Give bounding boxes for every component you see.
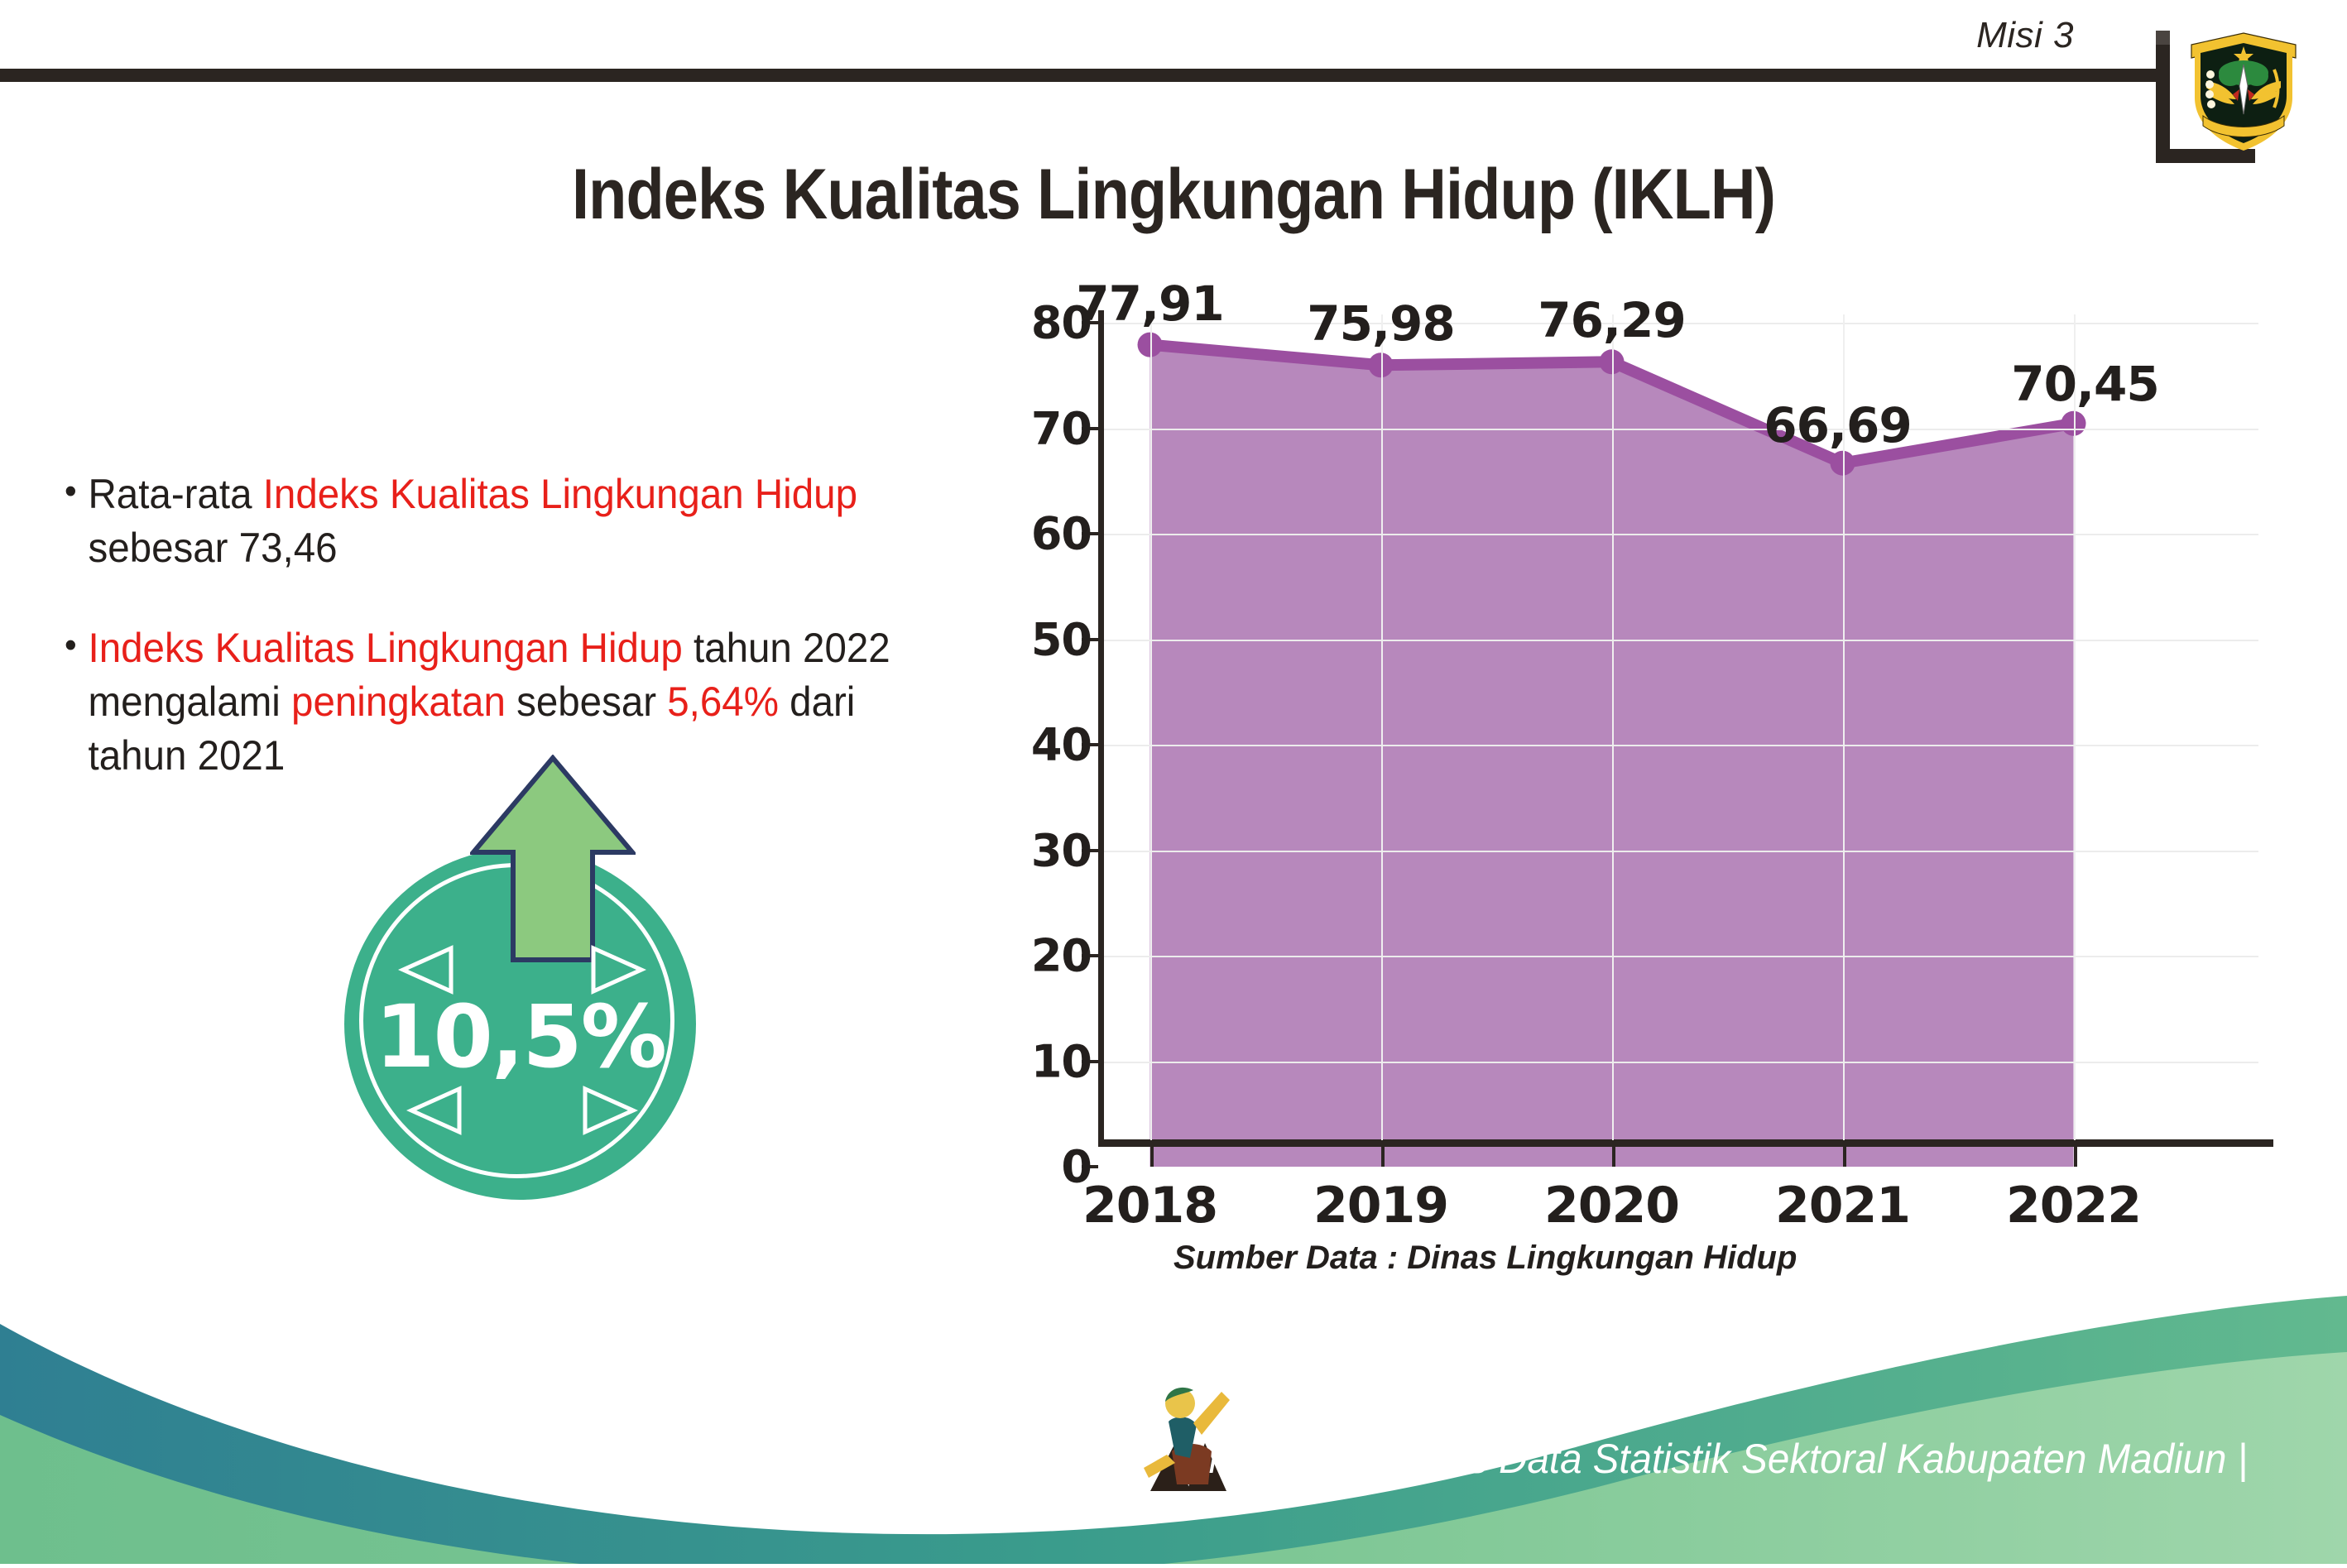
y-axis-tick-label: 60 — [1030, 507, 1092, 560]
y-tick-mark — [1082, 743, 1098, 746]
x-tick-mark — [1150, 1147, 1154, 1167]
y-axis-tick-label: 10 — [1030, 1035, 1092, 1087]
y-tick-mark — [1082, 1165, 1098, 1168]
gridline-horizontal — [1104, 428, 2258, 430]
x-tick-mark — [1611, 1147, 1615, 1167]
footer: Media Infografis Data Statistik Sektoral… — [0, 1291, 2347, 1568]
y-axis-tick-label: 30 — [1030, 824, 1092, 876]
x-axis-tick-label: 2021 — [1775, 1177, 1911, 1235]
x-tick-mark — [1380, 1147, 1385, 1167]
x-axis-tick-label: 2020 — [1544, 1177, 1680, 1235]
bullet-0-segment-1: Indeks Kualitas Lingkungan Hidup — [262, 471, 858, 517]
header-frame-notch — [2156, 31, 2170, 45]
y-axis-tick-label: 40 — [1030, 718, 1092, 771]
insight-bullet-list: Rata-rata Indeks Kualitas Lingkungan Hid… — [65, 468, 991, 829]
gridline-vertical — [1380, 314, 1383, 1140]
bullet-1-segment-0: Indeks Kualitas Lingkungan Hidup — [88, 625, 683, 671]
bullet-0-segment-0: Rata-rata — [88, 471, 263, 517]
y-axis-tick-label: 70 — [1030, 402, 1092, 454]
x-tick-mark — [1842, 1147, 1846, 1167]
y-tick-mark — [1082, 532, 1098, 535]
data-point-label: 77,91 — [1076, 275, 1224, 332]
mission-label: Misi 3 — [1976, 15, 2074, 55]
badge-tick-bottom-left — [406, 1086, 462, 1135]
bullet-0-segment-2: sebesar 73,46 — [88, 525, 338, 571]
y-tick-mark — [1082, 426, 1098, 430]
gridline-horizontal — [1104, 534, 2258, 535]
gridline-vertical — [1150, 314, 1152, 1140]
list-item: Rata-rata Indeks Kualitas Lingkungan Hid… — [65, 468, 945, 575]
header-frame-vertical — [2156, 31, 2170, 163]
bullet-1-segment-3: sebesar — [505, 679, 668, 725]
gridline-horizontal — [1104, 1061, 2258, 1063]
source-note: Sumber Data : Dinas Lingkungan Hidup — [1174, 1240, 1797, 1276]
gridline-vertical — [1842, 314, 1845, 1140]
x-axis-tick-label: 2018 — [1082, 1177, 1218, 1235]
x-axis-tick-label: 2022 — [2006, 1177, 2142, 1235]
bullet-1-segment-4: 5,64% — [667, 679, 779, 725]
list-item: Indeks Kualitas Lingkungan Hidup tahun 2… — [65, 621, 945, 783]
gridline-horizontal — [1104, 850, 2258, 852]
bullet-1-segment-1: tahun 2022 mengalami — [88, 625, 890, 725]
gridline-vertical — [2073, 314, 2076, 1140]
header-frame-horizontal — [2156, 149, 2255, 163]
gridline-horizontal — [1104, 639, 2258, 641]
badge-tick-bottom-right — [583, 1086, 638, 1135]
up-arrow-icon — [470, 755, 636, 962]
x-tick-mark — [2073, 1147, 2077, 1167]
data-point-label: 70,45 — [2011, 355, 2159, 412]
badge-value: 10,5% — [375, 986, 667, 1087]
y-axis-line — [1098, 310, 1104, 1142]
badge-tick-top-right — [591, 945, 646, 995]
statistic-mascot-icon — [1144, 1387, 1230, 1491]
kabupaten-madiun-logo-icon — [2181, 18, 2306, 155]
y-axis-tick-label: 0 — [1061, 1140, 1092, 1193]
footer-caption: Media Infografis Data Statistik Sektoral… — [1208, 1436, 2248, 1482]
growth-badge: 10,5% — [325, 755, 764, 1201]
data-point-label: 76,29 — [1538, 292, 1686, 349]
y-tick-mark — [1082, 1059, 1098, 1063]
y-axis-tick-label: 80 — [1030, 296, 1092, 349]
y-tick-mark — [1082, 954, 1098, 957]
x-axis-tick-label: 2019 — [1313, 1177, 1449, 1235]
gridline-horizontal — [1104, 745, 2258, 746]
gridline-vertical — [1611, 314, 1614, 1140]
badge-tick-top-left — [398, 945, 454, 995]
bullet-1-segment-5: dari tahun 2021 — [88, 679, 856, 779]
x-axis-line — [1098, 1139, 2273, 1147]
y-tick-mark — [1082, 848, 1098, 852]
gridline-horizontal — [1104, 323, 2258, 324]
header-rule — [0, 69, 2156, 82]
bullet-1-segment-2: peningkatan — [291, 679, 506, 725]
y-tick-mark — [1082, 637, 1098, 641]
page-title: Indeks Kualitas Lingkungan Hidup (IKLH) — [571, 154, 1776, 234]
y-axis-tick-label: 50 — [1030, 613, 1092, 665]
data-point-label: 75,98 — [1307, 295, 1455, 352]
gridline-horizontal — [1104, 956, 2258, 957]
iklh-area-chart: 0 10 20 30 40 50 60 70 80 2018 2019 2020 2021 2022 77,… — [977, 276, 2273, 1235]
y-tick-mark — [1082, 321, 1098, 324]
data-point-label: 66,69 — [1764, 396, 1912, 453]
y-axis-tick-label: 20 — [1030, 929, 1092, 982]
